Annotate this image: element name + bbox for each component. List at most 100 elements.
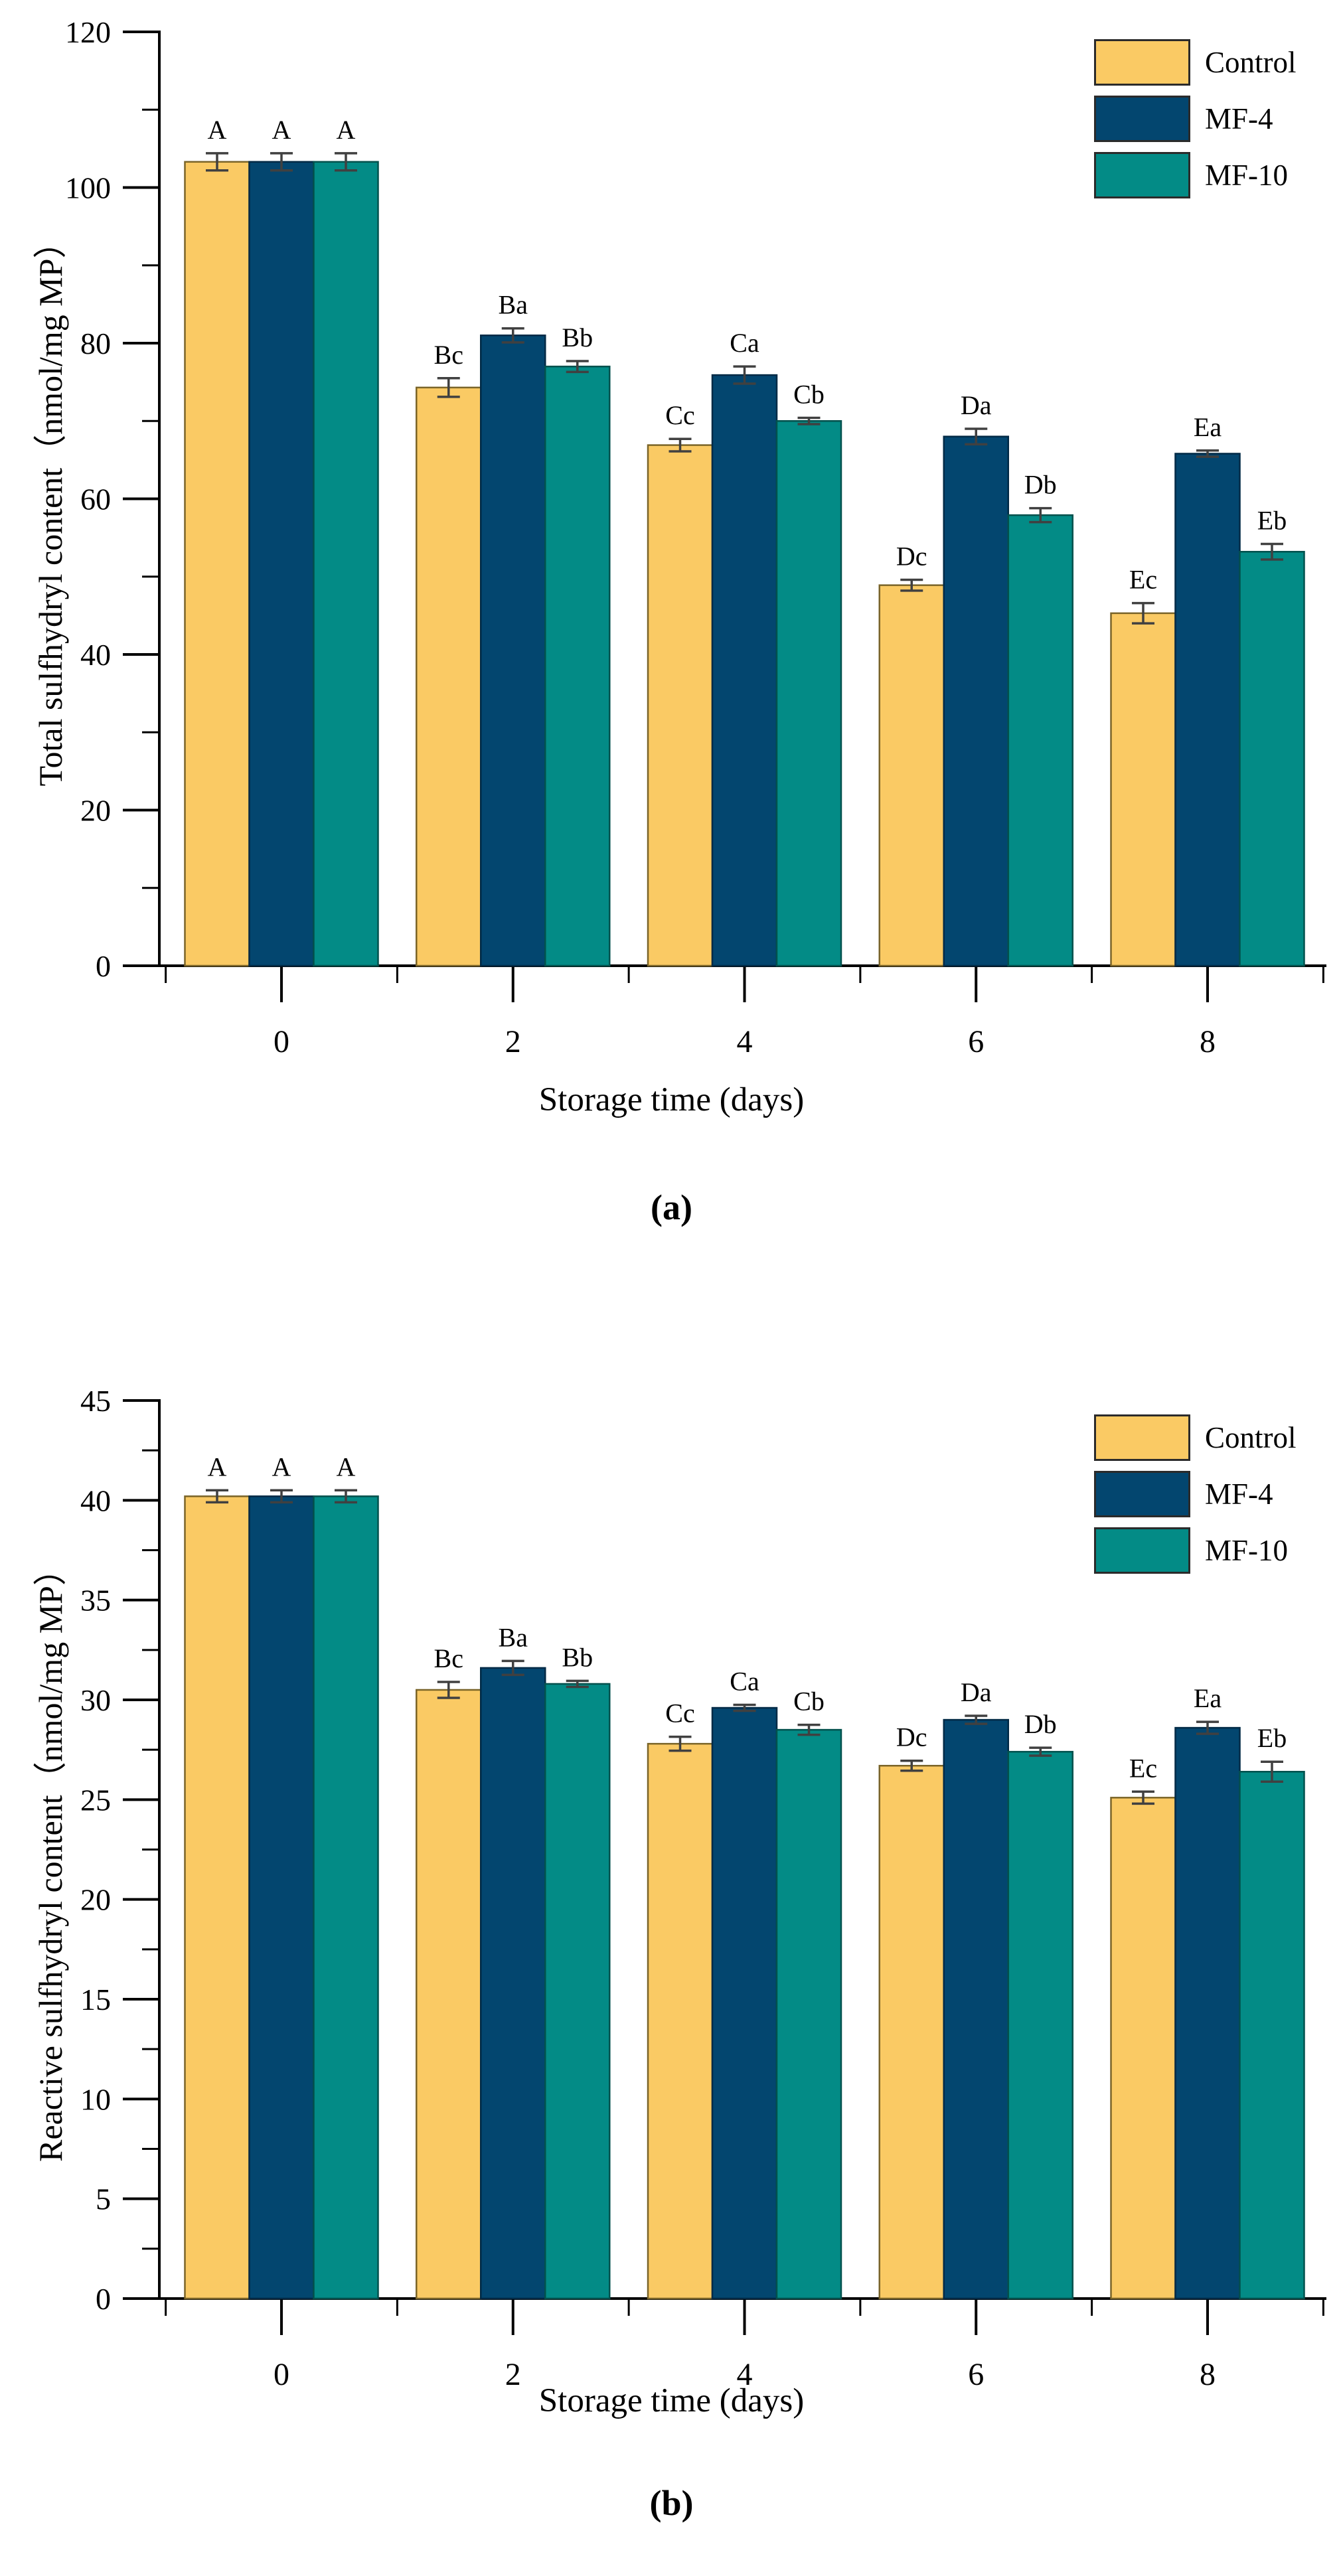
bar — [775, 420, 842, 967]
significance-letter: Eb — [1257, 1723, 1287, 1753]
bar — [1007, 1750, 1073, 2300]
significance-letter: A — [337, 115, 356, 145]
bar — [1239, 1770, 1305, 2300]
bar — [313, 1495, 379, 2300]
bar — [775, 1728, 842, 2300]
tick-label: 6 — [968, 2357, 984, 2392]
bar — [313, 161, 379, 967]
chart-a: 0 20 40 60 80 100 120 0 2 4 6 8 A Bc Cc Dc Ec A Ba Ca Da Ea A B… — [32, 15, 1326, 1227]
tick-label: 8 — [1200, 1024, 1216, 1059]
bars-series-mf-10: A Bb Cb Db Eb — [313, 1452, 1305, 2300]
tick-label: 5 — [96, 2182, 111, 2216]
bar — [248, 1495, 315, 2300]
tick-label: 20 — [80, 794, 111, 828]
bars-series-control: A Bc Cc Dc Ec — [184, 1452, 1176, 2300]
significance-letter: Ba — [499, 290, 528, 320]
significance-letter: Db — [1024, 1709, 1057, 1739]
bar — [248, 161, 315, 967]
control-swatch — [1094, 1414, 1190, 1461]
tick-label: 30 — [80, 1683, 111, 1717]
tick-label: 15 — [80, 1983, 111, 2016]
bar — [647, 1742, 714, 2300]
significance-letter: Cb — [793, 1687, 825, 1716]
mf10-swatch — [1094, 152, 1190, 198]
chart-a-caption: (a) — [651, 1187, 692, 1227]
tick-label: 8 — [1200, 2357, 1216, 2392]
chart-b-legend: Control MF-4 MF-10 — [1094, 1414, 1297, 1574]
tick-label: 2 — [505, 2357, 521, 2392]
chart-a-plot: 0 20 40 60 80 100 120 0 2 4 6 8 A Bc Cc Dc Ec A Ba Ca Da Ea A B… — [65, 15, 1326, 1059]
bar — [647, 444, 714, 967]
tick-label: 2 — [505, 1024, 521, 1059]
tick-label: 0 — [274, 2357, 289, 2392]
bar — [1239, 550, 1305, 967]
significance-letter: Ba — [499, 1622, 528, 1652]
significance-letter: Da — [961, 1677, 992, 1707]
bar — [184, 1495, 250, 2300]
chart-b-y-axis-title: Reactive sulfhydryl content（nmol/mg MP） — [32, 1553, 69, 2162]
chart-b-plot: 0 5 10 15 20 25 30 35 40 45 0 2 4 6 8 A Bc Cc Dc Ec A Ba Ca Da E… — [80, 1384, 1326, 2392]
tick-label: 4 — [737, 1024, 753, 1059]
significance-letter: A — [272, 115, 291, 145]
chart-a-x-axis-title: Storage time (days) — [538, 1081, 805, 1118]
significance-letter: Cb — [793, 380, 825, 410]
legend-label-mf10: MF-10 — [1205, 158, 1289, 192]
significance-letter: Eb — [1257, 506, 1287, 536]
tick-label: 60 — [80, 483, 111, 516]
tick-label: 25 — [80, 1783, 111, 1817]
tick-label: 35 — [80, 1584, 111, 1618]
tick-label: 0 — [274, 1024, 289, 1059]
significance-letter: Bc — [434, 1643, 463, 1673]
legend-item-control: Control — [1094, 1414, 1297, 1462]
bar — [943, 435, 1009, 967]
chart-a-y-axis-title: Total sulfhydryl content（nmol/mg MP） — [32, 225, 69, 787]
legend-item-mf4: MF-4 — [1094, 1470, 1297, 1518]
chart-a-legend: Control MF-4 MF-10 — [1094, 38, 1297, 199]
bar — [1174, 1726, 1241, 2300]
tick-label: 0 — [96, 2282, 111, 2316]
legend-label-mf4: MF-4 — [1205, 1477, 1273, 1511]
legend-label-control: Control — [1205, 1420, 1297, 1454]
significance-letter: Ca — [730, 328, 759, 358]
significance-letter: Cc — [665, 1699, 694, 1728]
significance-letter: Da — [961, 390, 992, 420]
mf10-swatch — [1094, 1527, 1190, 1574]
bar — [1110, 1797, 1176, 2300]
legend-item-mf10: MF-10 — [1094, 1527, 1297, 1574]
significance-letter: Db — [1024, 470, 1057, 500]
chart-b-x-axis-title: Storage time (days) — [538, 2382, 805, 2419]
bars-series-mf-4: A Ba Ca Da Ea — [248, 115, 1241, 967]
significance-letter: Ec — [1129, 565, 1157, 595]
significance-letter: Bb — [562, 323, 593, 352]
bar — [878, 584, 945, 967]
bar — [480, 335, 546, 967]
bar — [711, 374, 778, 967]
bar — [1007, 514, 1073, 967]
significance-letter: A — [272, 1452, 291, 1481]
bar — [943, 1718, 1009, 2300]
bar — [416, 386, 482, 967]
significance-letter: Ca — [730, 1667, 759, 1697]
significance-letter: Dc — [896, 1722, 927, 1752]
legend-label-mf4: MF-4 — [1205, 102, 1273, 135]
bars-series-mf-10: A Bb Cb Db Eb — [313, 115, 1305, 967]
tick-label: 40 — [80, 638, 111, 672]
legend-item-control: Control — [1094, 38, 1297, 86]
significance-letter: A — [208, 1452, 227, 1481]
legend-label-control: Control — [1205, 45, 1297, 79]
mf4-swatch — [1094, 1471, 1190, 1517]
bar — [184, 161, 250, 967]
significance-letter: A — [337, 1452, 356, 1481]
mf4-swatch — [1094, 96, 1190, 142]
legend-item-mf10: MF-10 — [1094, 151, 1297, 199]
tick-label: 120 — [65, 15, 111, 49]
bar — [711, 1706, 778, 2300]
bar — [1174, 453, 1241, 967]
significance-letter: Bb — [562, 1642, 593, 1672]
significance-letter: Bc — [434, 340, 463, 370]
significance-letter: Ea — [1194, 412, 1222, 442]
plot-area: 0 5 10 15 20 25 30 35 40 45 0 2 4 6 8 A Bc Cc Dc Ec A Ba Ca Da E… — [80, 1384, 1326, 2392]
tick-label: 20 — [80, 1883, 111, 1917]
bar — [480, 1667, 546, 2300]
tick-label: 0 — [96, 949, 111, 983]
